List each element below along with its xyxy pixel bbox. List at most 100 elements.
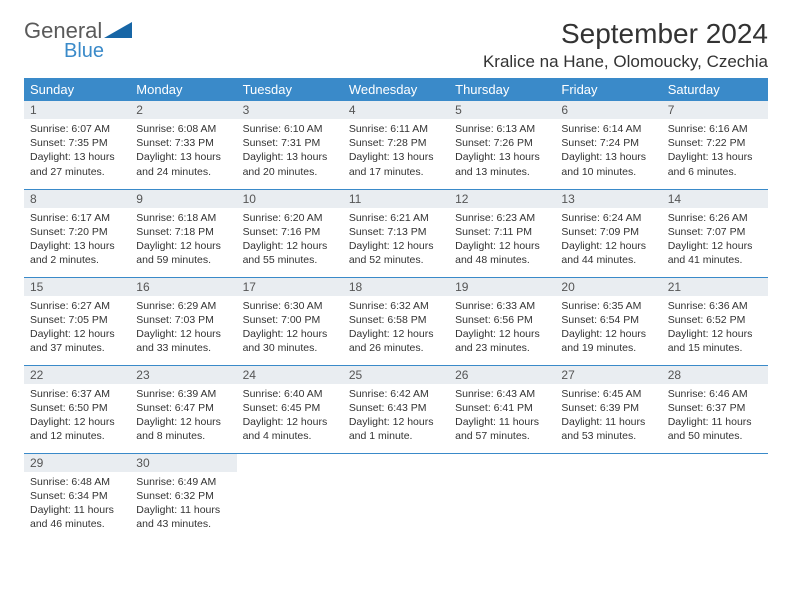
calendar-day-cell: 12Sunrise: 6:23 AMSunset: 7:11 PMDayligh… [449, 189, 555, 277]
day-details: Sunrise: 6:11 AMSunset: 7:28 PMDaylight:… [343, 119, 449, 185]
calendar-day-cell: 26Sunrise: 6:43 AMSunset: 6:41 PMDayligh… [449, 365, 555, 453]
sunset-text: Sunset: 7:28 PM [349, 136, 443, 150]
calendar-day-cell: 3Sunrise: 6:10 AMSunset: 7:31 PMDaylight… [237, 101, 343, 189]
day-number: 6 [555, 101, 661, 119]
day-details: Sunrise: 6:29 AMSunset: 7:03 PMDaylight:… [130, 296, 236, 362]
calendar-week-row: 15Sunrise: 6:27 AMSunset: 7:05 PMDayligh… [24, 277, 768, 365]
day-details: Sunrise: 6:16 AMSunset: 7:22 PMDaylight:… [662, 119, 768, 185]
sunrise-text: Sunrise: 6:08 AM [136, 122, 230, 136]
calendar-day-cell: 29Sunrise: 6:48 AMSunset: 6:34 PMDayligh… [24, 453, 130, 541]
sunrise-text: Sunrise: 6:36 AM [668, 299, 762, 313]
sunset-text: Sunset: 6:37 PM [668, 401, 762, 415]
sunrise-text: Sunrise: 6:24 AM [561, 211, 655, 225]
day-details: Sunrise: 6:39 AMSunset: 6:47 PMDaylight:… [130, 384, 236, 450]
sunrise-text: Sunrise: 6:45 AM [561, 387, 655, 401]
daylight-text: Daylight: 12 hours and 52 minutes. [349, 239, 443, 267]
sunset-text: Sunset: 7:09 PM [561, 225, 655, 239]
day-details: Sunrise: 6:23 AMSunset: 7:11 PMDaylight:… [449, 208, 555, 274]
calendar-week-row: 8Sunrise: 6:17 AMSunset: 7:20 PMDaylight… [24, 189, 768, 277]
calendar-day-cell: 16Sunrise: 6:29 AMSunset: 7:03 PMDayligh… [130, 277, 236, 365]
sunset-text: Sunset: 7:33 PM [136, 136, 230, 150]
day-number: 2 [130, 101, 236, 119]
calendar-day-cell: 14Sunrise: 6:26 AMSunset: 7:07 PMDayligh… [662, 189, 768, 277]
day-details: Sunrise: 6:17 AMSunset: 7:20 PMDaylight:… [24, 208, 130, 274]
calendar-day-cell [449, 453, 555, 541]
daylight-text: Daylight: 12 hours and 15 minutes. [668, 327, 762, 355]
day-details: Sunrise: 6:10 AMSunset: 7:31 PMDaylight:… [237, 119, 343, 185]
sunrise-text: Sunrise: 6:27 AM [30, 299, 124, 313]
calendar-day-cell: 13Sunrise: 6:24 AMSunset: 7:09 PMDayligh… [555, 189, 661, 277]
calendar-day-cell [662, 453, 768, 541]
calendar-day-cell [237, 453, 343, 541]
day-details: Sunrise: 6:21 AMSunset: 7:13 PMDaylight:… [343, 208, 449, 274]
daylight-text: Daylight: 12 hours and 12 minutes. [30, 415, 124, 443]
day-number: 3 [237, 101, 343, 119]
sunrise-text: Sunrise: 6:29 AM [136, 299, 230, 313]
weekday-header: Friday [555, 78, 661, 101]
day-details: Sunrise: 6:35 AMSunset: 6:54 PMDaylight:… [555, 296, 661, 362]
day-number: 9 [130, 190, 236, 208]
calendar-day-cell: 27Sunrise: 6:45 AMSunset: 6:39 PMDayligh… [555, 365, 661, 453]
day-number: 13 [555, 190, 661, 208]
day-details: Sunrise: 6:37 AMSunset: 6:50 PMDaylight:… [24, 384, 130, 450]
sunrise-text: Sunrise: 6:18 AM [136, 211, 230, 225]
location: Kralice na Hane, Olomoucky, Czechia [483, 52, 768, 72]
sunset-text: Sunset: 6:50 PM [30, 401, 124, 415]
day-details: Sunrise: 6:33 AMSunset: 6:56 PMDaylight:… [449, 296, 555, 362]
day-details: Sunrise: 6:07 AMSunset: 7:35 PMDaylight:… [24, 119, 130, 185]
calendar-day-cell [343, 453, 449, 541]
daylight-text: Daylight: 12 hours and 23 minutes. [455, 327, 549, 355]
daylight-text: Daylight: 12 hours and 37 minutes. [30, 327, 124, 355]
day-number: 23 [130, 366, 236, 384]
calendar-day-cell: 6Sunrise: 6:14 AMSunset: 7:24 PMDaylight… [555, 101, 661, 189]
day-details: Sunrise: 6:08 AMSunset: 7:33 PMDaylight:… [130, 119, 236, 185]
daylight-text: Daylight: 12 hours and 55 minutes. [243, 239, 337, 267]
weekday-header-row: Sunday Monday Tuesday Wednesday Thursday… [24, 78, 768, 101]
calendar-day-cell: 18Sunrise: 6:32 AMSunset: 6:58 PMDayligh… [343, 277, 449, 365]
sunset-text: Sunset: 7:11 PM [455, 225, 549, 239]
logo-triangle-icon [104, 20, 134, 45]
calendar-day-cell: 9Sunrise: 6:18 AMSunset: 7:18 PMDaylight… [130, 189, 236, 277]
weekday-header: Tuesday [237, 78, 343, 101]
calendar-day-cell: 24Sunrise: 6:40 AMSunset: 6:45 PMDayligh… [237, 365, 343, 453]
day-number: 27 [555, 366, 661, 384]
calendar-day-cell: 15Sunrise: 6:27 AMSunset: 7:05 PMDayligh… [24, 277, 130, 365]
sunset-text: Sunset: 6:45 PM [243, 401, 337, 415]
sunrise-text: Sunrise: 6:46 AM [668, 387, 762, 401]
day-number: 19 [449, 278, 555, 296]
daylight-text: Daylight: 13 hours and 27 minutes. [30, 150, 124, 178]
calendar-day-cell: 10Sunrise: 6:20 AMSunset: 7:16 PMDayligh… [237, 189, 343, 277]
day-number: 24 [237, 366, 343, 384]
daylight-text: Daylight: 13 hours and 6 minutes. [668, 150, 762, 178]
day-details: Sunrise: 6:14 AMSunset: 7:24 PMDaylight:… [555, 119, 661, 185]
calendar-day-cell: 19Sunrise: 6:33 AMSunset: 6:56 PMDayligh… [449, 277, 555, 365]
sunset-text: Sunset: 6:47 PM [136, 401, 230, 415]
day-details: Sunrise: 6:30 AMSunset: 7:00 PMDaylight:… [237, 296, 343, 362]
sunrise-text: Sunrise: 6:30 AM [243, 299, 337, 313]
calendar-day-cell: 30Sunrise: 6:49 AMSunset: 6:32 PMDayligh… [130, 453, 236, 541]
calendar-day-cell: 21Sunrise: 6:36 AMSunset: 6:52 PMDayligh… [662, 277, 768, 365]
day-details: Sunrise: 6:32 AMSunset: 6:58 PMDaylight:… [343, 296, 449, 362]
sunset-text: Sunset: 7:22 PM [668, 136, 762, 150]
day-number: 15 [24, 278, 130, 296]
sunrise-text: Sunrise: 6:43 AM [455, 387, 549, 401]
calendar-day-cell: 11Sunrise: 6:21 AMSunset: 7:13 PMDayligh… [343, 189, 449, 277]
sunrise-text: Sunrise: 6:17 AM [30, 211, 124, 225]
daylight-text: Daylight: 11 hours and 43 minutes. [136, 503, 230, 531]
day-number: 16 [130, 278, 236, 296]
sunset-text: Sunset: 7:16 PM [243, 225, 337, 239]
daylight-text: Daylight: 13 hours and 20 minutes. [243, 150, 337, 178]
daylight-text: Daylight: 12 hours and 8 minutes. [136, 415, 230, 443]
daylight-text: Daylight: 12 hours and 59 minutes. [136, 239, 230, 267]
calendar-day-cell: 25Sunrise: 6:42 AMSunset: 6:43 PMDayligh… [343, 365, 449, 453]
sunset-text: Sunset: 7:03 PM [136, 313, 230, 327]
sunrise-text: Sunrise: 6:39 AM [136, 387, 230, 401]
weekday-header: Sunday [24, 78, 130, 101]
title-block: September 2024 Kralice na Hane, Olomouck… [483, 18, 768, 72]
sunrise-text: Sunrise: 6:23 AM [455, 211, 549, 225]
header: General Blue September 2024 Kralice na H… [24, 18, 768, 72]
sunset-text: Sunset: 7:00 PM [243, 313, 337, 327]
daylight-text: Daylight: 11 hours and 50 minutes. [668, 415, 762, 443]
daylight-text: Daylight: 12 hours and 30 minutes. [243, 327, 337, 355]
day-number: 20 [555, 278, 661, 296]
